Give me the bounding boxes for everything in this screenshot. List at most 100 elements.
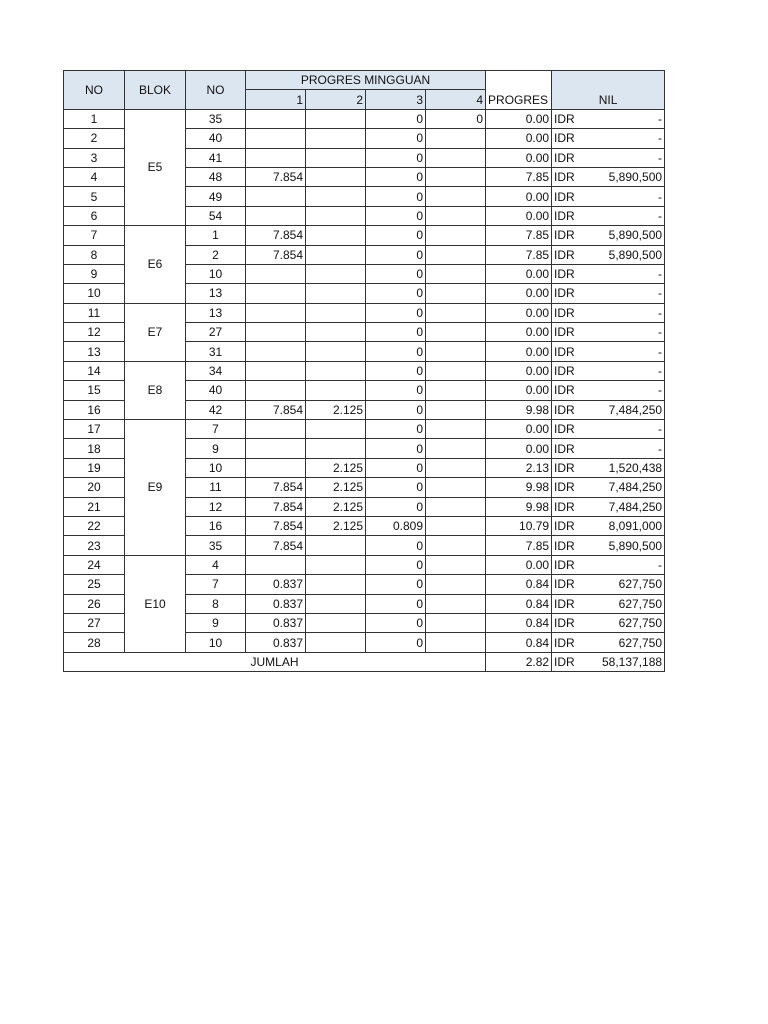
unit-no: 10 (185, 457, 246, 479)
currency: IDR (554, 422, 575, 437)
unit-no: 13 (185, 302, 246, 324)
progres-value: 0.84 (485, 593, 553, 614)
header-blok: BLOK (124, 70, 186, 110)
week-value-w1 (245, 360, 306, 382)
currency: IDR (554, 441, 575, 456)
week-value-w1: 7.854 (245, 166, 306, 188)
currency: IDR (554, 480, 575, 495)
nil-amount: - (658, 286, 663, 301)
header-row-1: NO BLOK NO PROGRES MINGGUAN PROGRES NIL (63, 69, 666, 110)
nil-cell: IDR 5,890,500 (551, 166, 666, 188)
week-value-w3: 0 (365, 283, 426, 304)
nil-amount: - (658, 364, 663, 379)
header-no: NO (63, 70, 125, 110)
week-value-w2 (305, 360, 366, 382)
week-value-w3: 0 (365, 399, 426, 421)
week-value-w4 (424, 477, 487, 498)
progres-value: 0.00 (485, 554, 553, 576)
week-value-w4 (424, 632, 487, 653)
week-value-w1: 7.854 (245, 535, 306, 556)
week-value-w4 (424, 205, 487, 227)
week-value-w3: 0 (365, 225, 426, 246)
table-row: 24 E10 4 0 0.00 IDR - (63, 554, 666, 653)
currency: IDR (554, 538, 575, 553)
week-value-w1 (245, 128, 306, 149)
progres-value: 0.00 (485, 302, 553, 324)
currency: IDR (554, 616, 575, 631)
row-no: 20 (63, 477, 125, 498)
nil-amount: - (658, 150, 663, 165)
nil-cell: IDR - (551, 108, 666, 130)
week-value-w1 (245, 263, 306, 285)
week-value-w3: 0 (365, 244, 426, 265)
nil-amount: - (658, 441, 663, 456)
row-no: 25 (63, 574, 125, 595)
currency: IDR (554, 228, 575, 243)
table-row: 11 E7 13 0 0.00 IDR - (63, 302, 666, 362)
week-value-w1: 7.854 (245, 225, 306, 246)
unit-no: 4 (185, 554, 246, 576)
week-value-w4 (424, 399, 487, 421)
nil-amount: 5,890,500 (608, 170, 663, 185)
unit-no: 41 (185, 147, 246, 168)
currency: IDR (554, 557, 575, 572)
row-no: 19 (63, 457, 125, 479)
unit-no: 11 (185, 477, 246, 498)
week-value-w2: 2.125 (305, 515, 366, 537)
progres-value: 9.98 (485, 399, 553, 421)
row-no: 13 (63, 341, 125, 362)
nil-cell: IDR 5,890,500 (551, 225, 666, 246)
row-no: 15 (63, 380, 125, 401)
unit-no: 2 (185, 244, 246, 265)
table-row: 2 40 0 0.00 IDR - (63, 128, 666, 149)
week-value-w3: 0 (365, 438, 426, 459)
nil-cell: IDR - (551, 186, 666, 207)
nil-cell: IDR - (551, 322, 666, 343)
currency: IDR (554, 286, 575, 301)
header-progres: PROGRES (485, 70, 553, 110)
nil-cell: IDR 1,520,438 (551, 457, 666, 479)
progres-value: 0.84 (485, 574, 553, 595)
progres-value: 0.00 (485, 147, 553, 168)
nil-amount: 627,750 (618, 635, 663, 650)
nil-amount: - (658, 208, 663, 223)
table-row: 27 9 0.837 0 0.84 IDR 627,750 (63, 612, 666, 634)
table-row: 25 7 0.837 0 0.84 IDR 627,750 (63, 574, 666, 595)
week-value-w3: 0 (365, 554, 426, 576)
total-nil: IDR 58,137,188 (551, 651, 666, 673)
week-value-w3: 0 (365, 302, 426, 324)
week-value-w2 (305, 205, 366, 227)
unit-no: 35 (185, 108, 246, 130)
currency: IDR (554, 635, 575, 650)
currency: IDR (554, 461, 575, 475)
nil-cell: IDR - (551, 147, 666, 168)
week-value-w3: 0 (365, 341, 426, 362)
row-no: 1 (63, 108, 125, 130)
nil-cell: IDR 7,484,250 (551, 496, 666, 517)
unit-no: 34 (185, 360, 246, 382)
nil-amount: 7,484,250 (608, 499, 663, 514)
nil-amount: 1,520,438 (608, 461, 663, 475)
nil-cell: IDR 8,091,000 (551, 515, 666, 537)
nil-cell: IDR - (551, 128, 666, 149)
week-value-w2 (305, 244, 366, 265)
header-unit-no: NO (185, 70, 246, 110)
week-value-w2 (305, 380, 366, 401)
nil-amount: - (658, 305, 663, 320)
week-value-w4 (424, 302, 487, 324)
nil-cell: IDR 627,750 (551, 574, 666, 595)
unit-no: 7 (185, 419, 246, 440)
progres-value: 0.00 (485, 283, 553, 304)
week-value-w3: 0 (365, 535, 426, 556)
nil-cell: IDR - (551, 263, 666, 285)
unit-no: 8 (185, 593, 246, 614)
week-value-w1: 7.854 (245, 496, 306, 517)
table-row: 21 12 7.854 2.125 0 9.98 IDR 7,484,250 (63, 496, 666, 517)
week-value-w3: 0 (365, 593, 426, 614)
nil-amount: 5,890,500 (608, 228, 663, 243)
week-value-w4 (424, 225, 487, 246)
nil-cell: IDR - (551, 380, 666, 401)
week-value-w3: 0 (365, 128, 426, 149)
progres-value: 9.98 (485, 477, 553, 498)
currency: IDR (554, 383, 575, 398)
